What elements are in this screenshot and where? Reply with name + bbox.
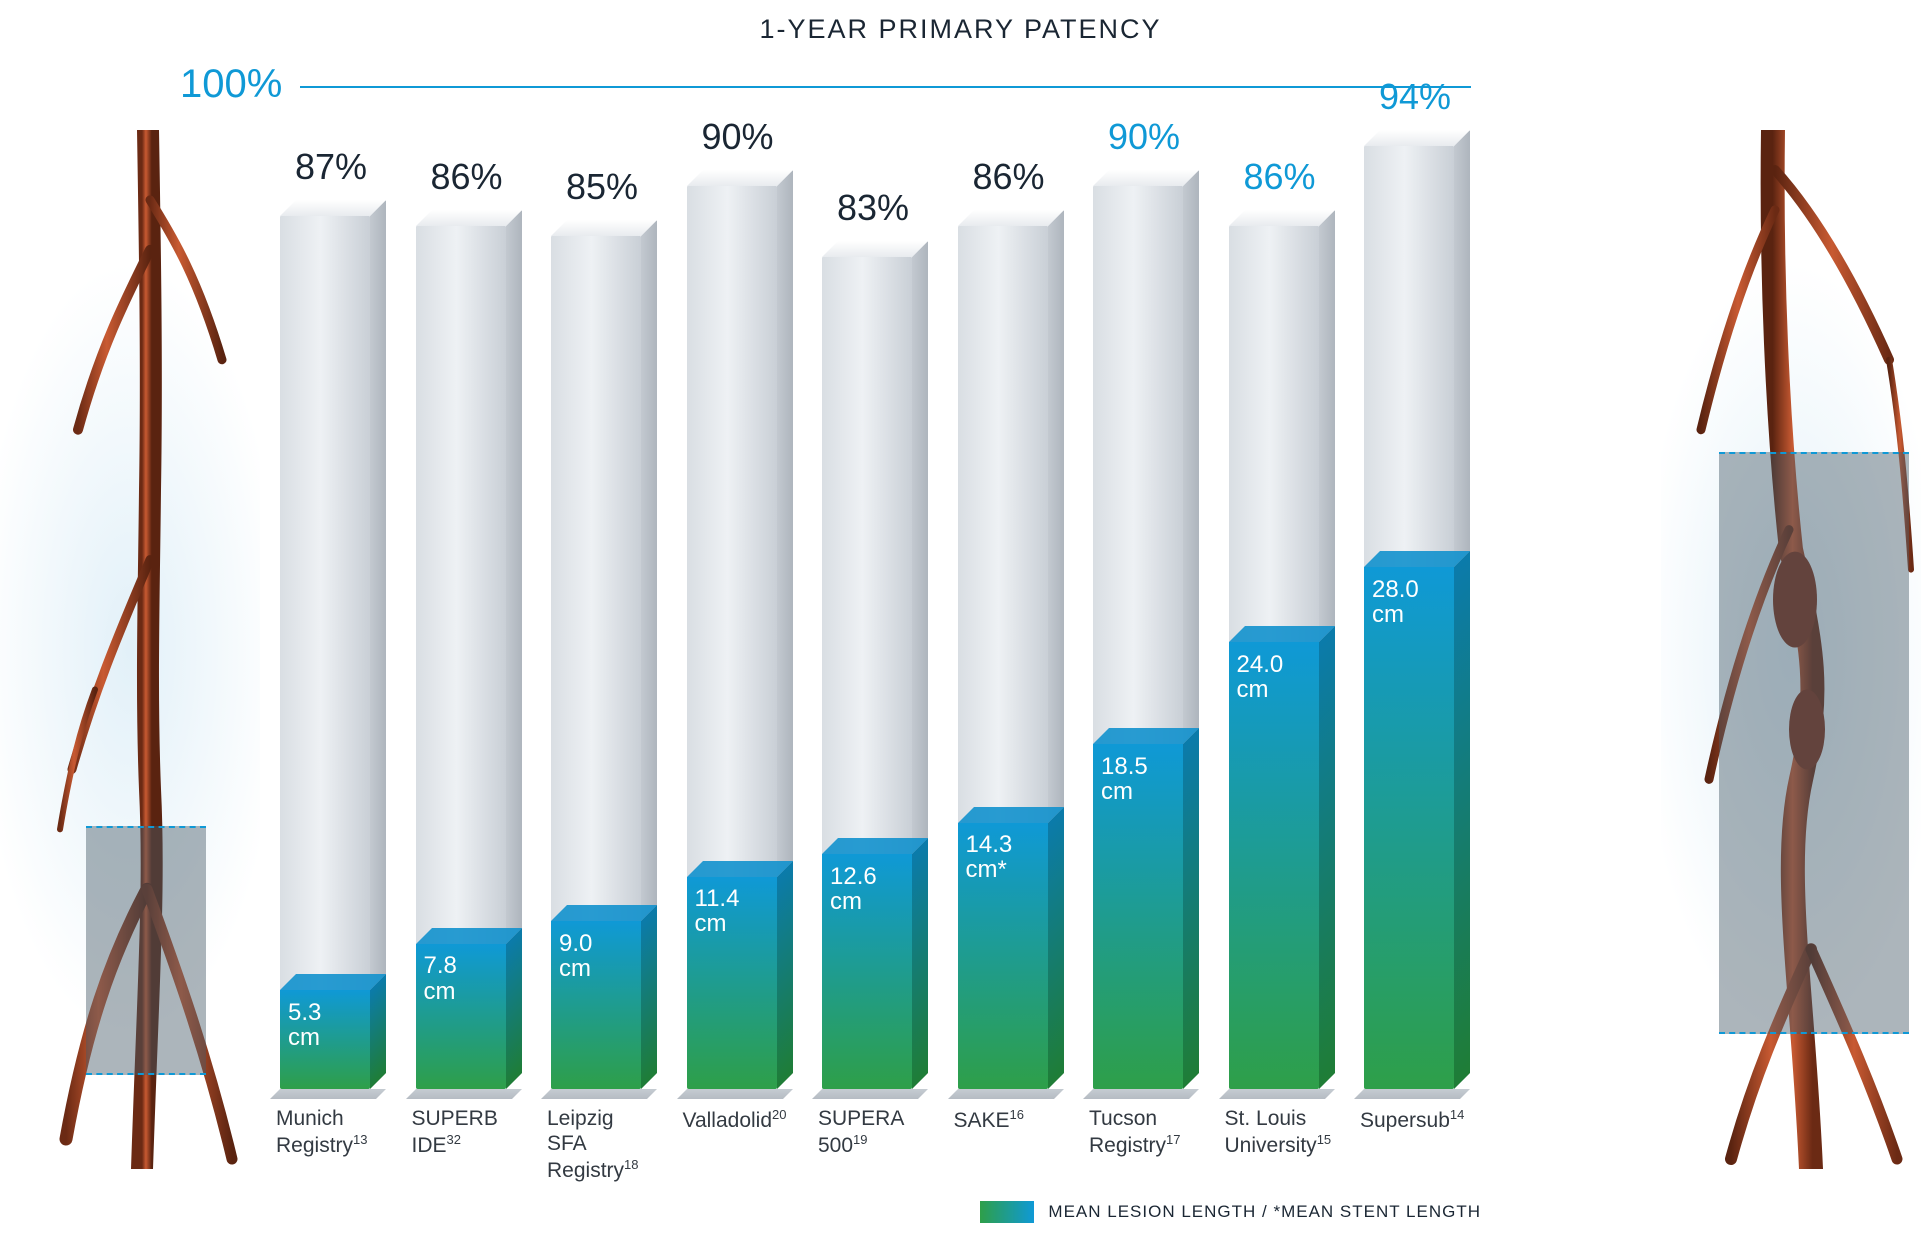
bar-slot: 94%28.0cmSupersub14 bbox=[1364, 86, 1466, 1089]
pct-label: 87% bbox=[266, 146, 396, 188]
lesion-length-label: 9.0cm bbox=[559, 931, 637, 981]
lesion-length-label: 14.3cm* bbox=[966, 832, 1044, 882]
lesion-marker-left bbox=[86, 826, 206, 1075]
bar-slot: 86%7.8cmSUPERBIDE32 bbox=[416, 86, 518, 1089]
x-category-label: Supersub14 bbox=[1360, 1089, 1488, 1134]
lesion-length-label: 28.0cm bbox=[1372, 577, 1450, 627]
bar-slot: 85%9.0cmLeipzigSFARegistry18 bbox=[551, 86, 653, 1089]
bar-fill bbox=[1229, 642, 1319, 1089]
chart-title: 1-YEAR PRIMARY PATENCY bbox=[0, 14, 1921, 45]
bar-slot: 86%14.3cm*SAKE16 bbox=[958, 86, 1060, 1089]
pct-label: 86% bbox=[944, 156, 1074, 198]
pct-label: 90% bbox=[673, 116, 803, 158]
bar-fill bbox=[1364, 567, 1454, 1089]
vessel-illustration-left bbox=[0, 130, 260, 1169]
x-category-label: TucsonRegistry17 bbox=[1089, 1089, 1217, 1159]
pct-label: 86% bbox=[1215, 156, 1345, 198]
bar-slot: 90%11.4cmValladolid20 bbox=[687, 86, 789, 1089]
lesion-length-label: 5.3cm bbox=[288, 1000, 366, 1050]
bar-slot: 90%18.5cmTucsonRegistry17 bbox=[1093, 86, 1195, 1089]
y-axis-100-label: 100% bbox=[180, 62, 282, 107]
lesion-length-label: 12.6cm bbox=[830, 864, 908, 914]
vessel-illustration-right bbox=[1661, 130, 1921, 1169]
lesion-length-label: 24.0cm bbox=[1237, 652, 1315, 702]
bar-slot: 86%24.0cmSt. LouisUniversity15 bbox=[1229, 86, 1331, 1089]
x-category-label: Valladolid20 bbox=[683, 1089, 811, 1134]
pct-label: 85% bbox=[537, 166, 667, 208]
x-category-label: MunichRegistry13 bbox=[276, 1089, 404, 1159]
x-category-label: SUPERA50019 bbox=[818, 1089, 946, 1159]
x-category-label: SUPERBIDE32 bbox=[412, 1089, 540, 1159]
bar-plot-area: 87%5.3cmMunichRegistry13 86%7.8cmSUPERBID… bbox=[280, 86, 1466, 1089]
patency-chart: 1-YEAR PRIMARY PATENCY 100% bbox=[0, 0, 1921, 1249]
bar-slot: 87%5.3cmMunichRegistry13 bbox=[280, 86, 382, 1089]
x-category-label: St. LouisUniversity15 bbox=[1225, 1089, 1353, 1159]
legend-label: MEAN LESION LENGTH / *MEAN STENT LENGTH bbox=[1048, 1202, 1481, 1222]
pct-label: 90% bbox=[1079, 116, 1209, 158]
lesion-length-label: 7.8cm bbox=[424, 953, 502, 1003]
lesion-length-label: 18.5cm bbox=[1101, 754, 1179, 804]
bar-slot: 83%12.6cmSUPERA50019 bbox=[822, 86, 924, 1089]
pct-label: 86% bbox=[402, 156, 532, 198]
bar-grey bbox=[280, 216, 370, 1089]
lesion-length-label: 11.4cm bbox=[695, 886, 773, 936]
x-category-label: SAKE16 bbox=[954, 1089, 1082, 1134]
lesion-marker-right bbox=[1719, 452, 1909, 1034]
pct-label: 83% bbox=[808, 187, 938, 229]
x-category-label: LeipzigSFARegistry18 bbox=[547, 1089, 675, 1183]
legend: MEAN LESION LENGTH / *MEAN STENT LENGTH bbox=[980, 1201, 1481, 1223]
pct-label: 94% bbox=[1350, 76, 1480, 118]
legend-swatch bbox=[980, 1201, 1034, 1223]
